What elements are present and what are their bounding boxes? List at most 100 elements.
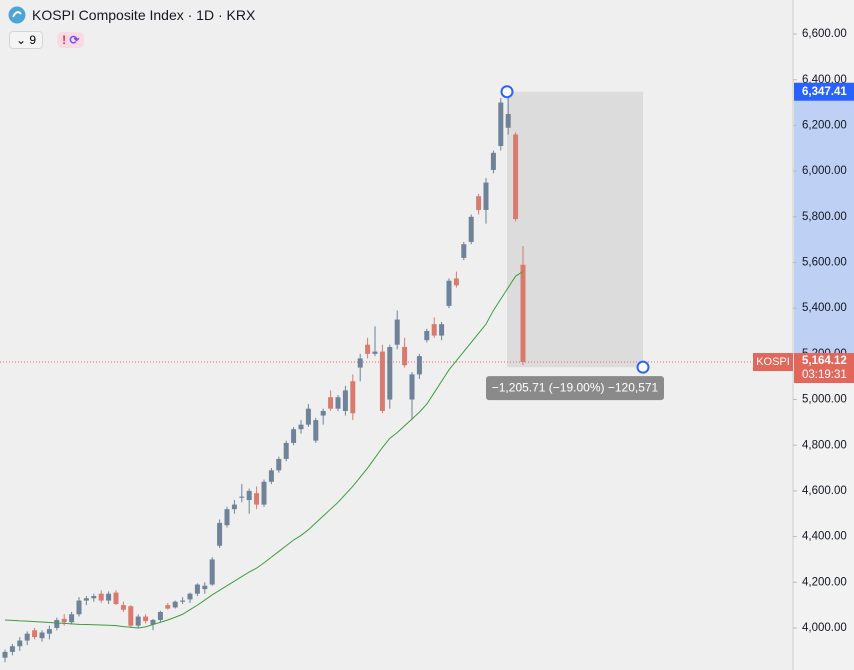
- candle-body: [320, 410, 326, 416]
- moving-average-line: [4, 271, 524, 629]
- candle-body: [402, 346, 408, 366]
- symbol-label: KOSPI: [756, 356, 790, 368]
- countdown: 03:19:31: [802, 369, 847, 381]
- candle-body: [461, 244, 467, 258]
- candle-body: [394, 319, 400, 345]
- candle-body: [328, 397, 334, 409]
- indicator-toggle[interactable]: ⌄ 9: [9, 31, 44, 49]
- candle-body: [113, 592, 119, 604]
- y-tick-label: 6,600.00: [802, 28, 847, 40]
- candle-body: [416, 356, 422, 375]
- candle-body: [424, 331, 430, 341]
- candle-body: [165, 605, 171, 609]
- candle-body: [106, 593, 112, 601]
- measure-label: −1,205.71 (−19.00%) −120,571: [492, 380, 659, 394]
- candle-body: [239, 496, 245, 498]
- candle-body: [32, 630, 38, 638]
- axis-range-highlight: [794, 91, 854, 368]
- y-tick-label: 6,200.00: [802, 119, 847, 131]
- candle-body: [187, 593, 193, 600]
- y-tick-label: 4,200.00: [802, 576, 847, 588]
- candle-body: [468, 216, 474, 242]
- candle-body: [476, 196, 482, 210]
- price-label: 6,347.41: [802, 86, 847, 98]
- candle-body: [39, 632, 45, 639]
- candle-body: [490, 152, 496, 170]
- candle-body: [135, 616, 141, 626]
- candle-body: [291, 429, 297, 443]
- candle-body: [520, 264, 526, 363]
- candle-body: [261, 481, 267, 505]
- candle-body: [313, 420, 319, 441]
- candle-body: [157, 611, 163, 620]
- candle-body: [439, 324, 445, 336]
- candle-body: [209, 559, 215, 585]
- candle-body: [128, 606, 134, 626]
- price-label-bg: [794, 82, 854, 101]
- candle-body: [298, 424, 304, 430]
- candle-body: [76, 600, 82, 615]
- y-tick-label: 5,000.00: [802, 394, 847, 406]
- symbol-icon: [8, 6, 26, 24]
- measure-label-bg: [486, 376, 664, 401]
- candle-body: [505, 113, 511, 128]
- candle-body: [276, 458, 282, 471]
- candle-body: [217, 522, 223, 546]
- candle-body: [342, 390, 348, 411]
- candle-body: [143, 616, 149, 622]
- candle-body: [387, 346, 393, 400]
- candle-body: [483, 182, 489, 210]
- candle-body: [224, 509, 230, 526]
- candle-body: [246, 490, 252, 501]
- symbol-label-bg: [753, 353, 793, 372]
- symbol-title[interactable]: KOSPI Composite Index · 1D · KRX: [32, 7, 256, 23]
- y-tick-label: 4,000.00: [802, 622, 847, 634]
- status-badge[interactable]: ! ⟳: [57, 32, 85, 48]
- candle-body: [120, 605, 126, 610]
- candle-body: [365, 344, 371, 354]
- candle-body: [91, 595, 97, 599]
- candle-body: [350, 381, 356, 414]
- candle-body: [180, 600, 186, 602]
- candle-body: [283, 442, 289, 459]
- indicator-count: 9: [29, 33, 37, 47]
- candle-body: [513, 134, 519, 220]
- candle-body: [335, 397, 341, 409]
- y-tick-label: 5,600.00: [802, 257, 847, 269]
- candle-body: [98, 593, 104, 601]
- candle-body: [409, 374, 415, 400]
- measure-handle: [636, 360, 650, 374]
- y-tick-label: 4,600.00: [802, 485, 847, 497]
- candle-body: [202, 585, 208, 590]
- candle-body: [446, 280, 452, 306]
- candle-body: [2, 651, 8, 658]
- candle-body: [453, 278, 459, 286]
- candle-body: [372, 351, 378, 354]
- candle-body: [172, 601, 178, 608]
- measure-box: [507, 91, 643, 368]
- measure-handle: [500, 85, 514, 99]
- header: KOSPI Composite Index · 1D · KRX: [8, 6, 255, 24]
- candle-body: [305, 408, 311, 425]
- candle-body: [254, 493, 260, 505]
- y-tick-label: 4,800.00: [802, 439, 847, 451]
- candle-body: [150, 619, 156, 625]
- y-tick-label: 5,800.00: [802, 211, 847, 223]
- candle-body: [46, 629, 52, 634]
- y-tick-label: 5,400.00: [802, 302, 847, 314]
- candle-body: [54, 619, 60, 628]
- current-price: 5,164.12: [802, 355, 847, 367]
- candle-body: [431, 324, 437, 336]
- candle-body: [69, 614, 75, 623]
- candle-body: [9, 646, 15, 652]
- candle-body: [268, 470, 274, 482]
- current-price-bg: [794, 353, 854, 384]
- candle-body: [231, 504, 237, 510]
- y-tick-label: 4,400.00: [802, 531, 847, 543]
- y-tick-label: 6,000.00: [802, 165, 847, 177]
- candle-body: [61, 618, 67, 623]
- candle-body: [17, 640, 23, 647]
- candle-body: [379, 351, 385, 411]
